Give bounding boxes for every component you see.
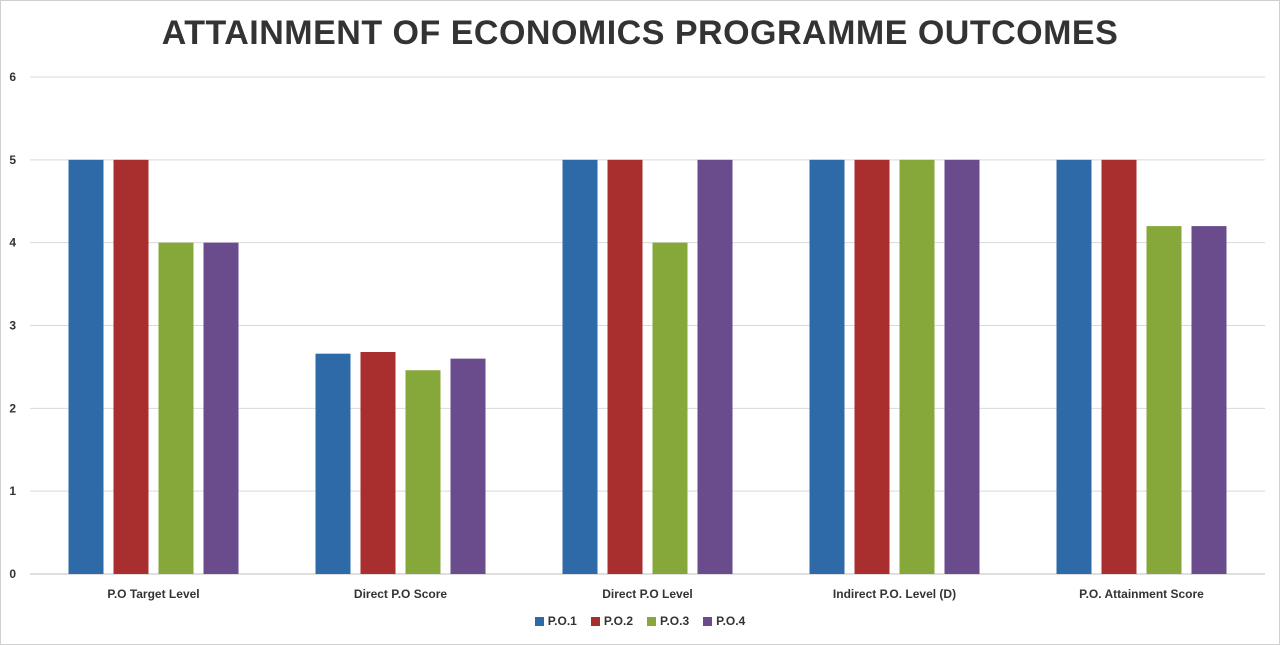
x-category-label: Indirect P.O. Level (D) [833, 587, 956, 601]
legend-label: P.O.2 [603, 614, 633, 628]
bar-po3-cat4 [899, 159, 935, 575]
y-tick-label: 5 [9, 153, 16, 167]
legend-swatch [703, 616, 713, 626]
legend-swatch [590, 616, 600, 626]
legend-item: P.O.2 [590, 614, 633, 628]
y-tick-label: 4 [9, 236, 16, 250]
bar-po2-cat5 [1101, 159, 1137, 575]
bar-po1-cat3 [562, 159, 598, 575]
legend-label: P.O.1 [547, 614, 577, 628]
bar-po1-cat2 [315, 353, 351, 574]
legend-label: P.O.3 [660, 614, 690, 628]
x-category-label: P.O. Attainment Score [1079, 587, 1204, 601]
bar-po4-cat3 [697, 159, 733, 575]
bar-po4-cat4 [944, 159, 980, 575]
legend-swatch [534, 616, 544, 626]
bar-po3-cat3 [652, 242, 688, 574]
bar-po4-cat5 [1191, 226, 1227, 574]
bar-po1-cat1 [68, 159, 104, 575]
bar-po4-cat1 [203, 242, 239, 574]
bar-po1-cat5 [1056, 159, 1092, 575]
x-category-label: Direct P.O Score [354, 587, 447, 601]
bar-po4-cat2 [450, 358, 486, 574]
y-tick-label: 3 [9, 319, 16, 333]
bar-po3-cat1 [158, 242, 194, 574]
legend-item: P.O.3 [647, 614, 689, 628]
chart-title: ATTAINMENT OF ECONOMICS PROGRAMME OUTCOM… [161, 14, 1119, 52]
x-category-label: Direct P.O Level [602, 587, 693, 601]
y-tick-label: 1 [9, 484, 16, 498]
bar-po3-cat5 [1146, 226, 1182, 574]
x-category-label: P.O Target Level [107, 587, 199, 601]
bar-po2-cat3 [607, 159, 643, 575]
bar-po2-cat1 [113, 159, 149, 575]
legend-label: P.O.4 [716, 614, 746, 628]
legend-item: P.O.4 [703, 614, 745, 628]
bar-po1-cat4 [809, 159, 845, 575]
bar-po3-cat2 [405, 370, 441, 574]
legend-swatch [647, 616, 656, 626]
bar-po2-cat2 [360, 352, 396, 574]
y-tick-label: 0 [9, 567, 16, 581]
y-tick-label: 2 [9, 401, 16, 415]
legend: P.O.1 P.O.2 P.O.3 P.O.4 [0, 614, 1280, 628]
y-tick-label: 6 [9, 70, 16, 84]
legend-item: P.O.1 [534, 614, 577, 628]
bar-po2-cat4 [854, 159, 890, 575]
